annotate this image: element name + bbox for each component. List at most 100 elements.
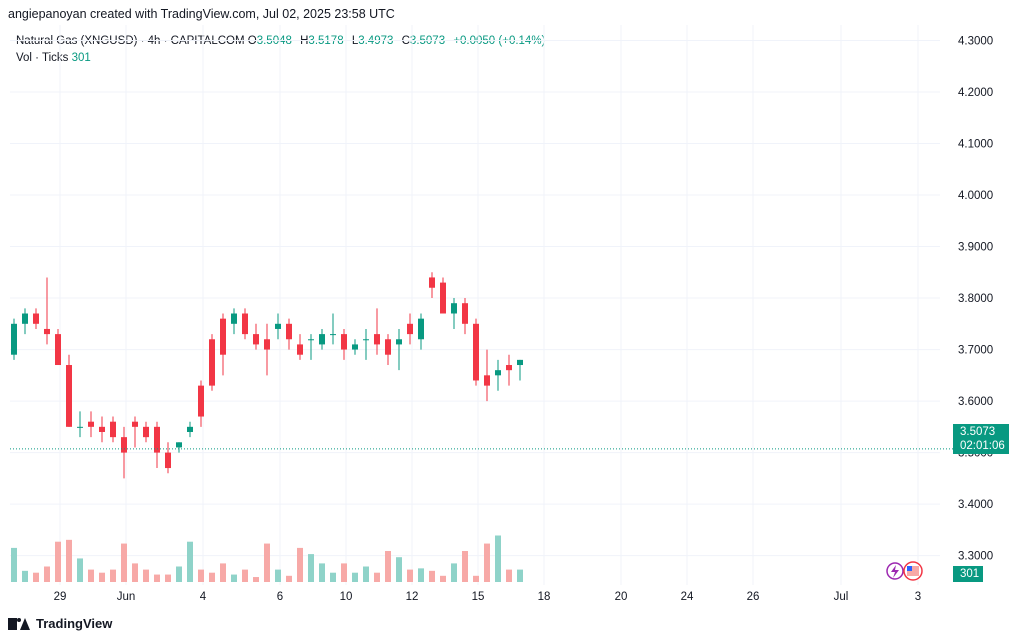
candle-body (220, 318, 226, 355)
candle-body (110, 421, 116, 438)
x-tick-label: Jul (834, 591, 849, 603)
candle-body (132, 421, 138, 427)
candle-body (385, 339, 391, 355)
x-tick-label: 29 (54, 591, 67, 603)
y-tick-label: 4.3000 (958, 35, 993, 47)
volume-bar (77, 558, 83, 582)
volume-bar (242, 569, 248, 582)
volume-bar (473, 575, 479, 582)
candle-body (44, 328, 50, 335)
candle-body (341, 334, 347, 350)
x-tick-label: 24 (681, 591, 694, 603)
candle-body (517, 359, 523, 366)
us-flag-field (907, 566, 919, 576)
volume-tag: 301 (953, 566, 983, 582)
candle-body (187, 426, 193, 432)
volume-bar (495, 535, 501, 582)
volume-bar (231, 574, 237, 582)
candle-body (440, 282, 446, 314)
volume-bar (407, 569, 413, 582)
x-tick-label: 18 (538, 591, 551, 603)
volume-bar (55, 541, 61, 582)
candle-body (99, 426, 105, 432)
candle-body (22, 313, 28, 324)
candle-body (121, 437, 127, 453)
volume-bar (484, 543, 490, 582)
x-tick-label: Jun (117, 591, 136, 603)
candle-body (231, 313, 237, 324)
volume-bar (121, 543, 127, 582)
x-tick-label: 10 (340, 591, 353, 603)
candle-body (176, 442, 182, 448)
volume-bar (506, 569, 512, 582)
volume-bar (66, 539, 72, 582)
x-tick-label: 20 (615, 591, 628, 603)
volume-bar (143, 569, 149, 582)
volume-bar (99, 572, 105, 582)
symbol-label[interactable]: Natural Gas (XNGUSD) · 4h · CAPITALCOM (16, 35, 245, 47)
change-value: +0.0050 (+0.14%) (453, 35, 546, 47)
x-tick-label: 26 (747, 591, 760, 603)
volume-bar (374, 572, 380, 582)
y-tick-label: 3.9000 (958, 242, 993, 254)
ohlc-row: Natural Gas (XNGUSD) · 4h · CAPITALCOM O… (16, 33, 550, 50)
volume-label[interactable]: Vol · Ticks (16, 52, 69, 64)
volume-row: Vol · Ticks 301 (16, 50, 550, 67)
candle-body (275, 323, 281, 329)
chart-credit: angiepanoyan created with TradingView.co… (8, 7, 395, 21)
volume-bar (396, 557, 402, 582)
candle-body (407, 323, 413, 335)
volume-bar (297, 547, 303, 582)
volume-bar (88, 569, 94, 582)
volume-bar (198, 569, 204, 582)
y-tick-label: 3.3000 (958, 551, 993, 563)
high-value: 3.5178 (308, 35, 344, 47)
volume-bar (132, 563, 138, 582)
y-tick-label: 3.8000 (958, 293, 993, 305)
candle-body (374, 334, 380, 345)
candle-body (33, 313, 39, 324)
low-value: 3.4973 (358, 35, 394, 47)
high-label: H (300, 35, 309, 47)
tradingview-logo-icon (8, 617, 30, 631)
last-price-value: 3.5073 (960, 426, 996, 438)
volume-bar (165, 574, 171, 582)
volume-bar (440, 575, 446, 582)
volume-bar (451, 563, 457, 582)
y-tick-label: 3.4000 (958, 499, 993, 511)
volume-bar (517, 569, 523, 582)
volume-bar (341, 563, 347, 582)
close-value: 3.5073 (409, 35, 446, 47)
close-label: C (401, 35, 410, 47)
candle-body (330, 334, 336, 336)
candle-body (286, 323, 292, 340)
volume-bar (286, 575, 292, 582)
x-tick-label: 3 (915, 591, 921, 603)
x-tick-label: 4 (200, 591, 207, 603)
brand-name: TradingView (36, 616, 113, 631)
us-flag-canton (907, 566, 912, 571)
candle-body (165, 452, 171, 469)
candle-body (451, 303, 457, 314)
volume-bar (44, 566, 50, 582)
volume-bar (220, 563, 226, 582)
y-tick-label: 4.1000 (958, 138, 993, 150)
volume-bar (22, 570, 28, 582)
candle-body (66, 365, 72, 427)
volume-bar (176, 566, 182, 582)
footer-brand[interactable]: TradingView (8, 616, 112, 631)
candle-body (495, 370, 501, 376)
candle-body (55, 334, 61, 366)
volume-bar (385, 551, 391, 582)
volume-bar (264, 543, 270, 582)
volume-bar (209, 572, 215, 582)
y-tick-label: 4.0000 (958, 190, 993, 202)
x-tick-label: 15 (472, 591, 485, 603)
candle-body (209, 339, 215, 386)
candle-body (11, 323, 17, 355)
volume-bar (363, 566, 369, 582)
volume-bar (308, 554, 314, 582)
volume-bar (154, 574, 160, 582)
y-tick-label: 3.7000 (958, 345, 993, 357)
